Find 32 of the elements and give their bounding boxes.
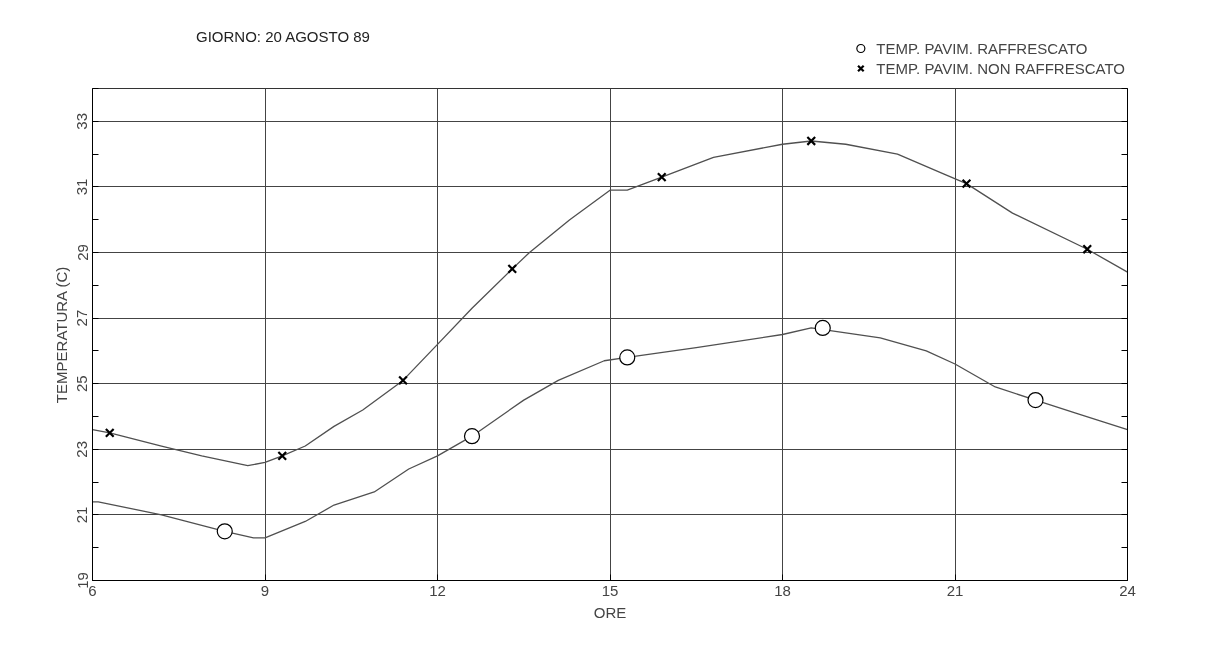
- chart-title: GIORNO: 20 AGOSTO 89: [196, 28, 370, 45]
- point: [1027, 392, 1044, 409]
- point: [1082, 244, 1093, 255]
- point: [806, 135, 817, 146]
- x-axis-title: ORE: [593, 603, 627, 621]
- x-tick-label: 21: [946, 581, 964, 599]
- legend-label: TEMP. PAVIM. NON RAFFRESCATO: [876, 58, 1125, 78]
- point: [104, 427, 115, 438]
- y-axis-title: TEMPERATURA (C): [52, 266, 70, 404]
- y-tick-label: 33: [73, 112, 91, 130]
- point: [619, 349, 636, 366]
- x-tick-label: 18: [774, 581, 791, 599]
- x-tick-label: 6: [88, 581, 97, 599]
- y-tick-label: 29: [73, 244, 91, 261]
- y-tick-label: 27: [73, 309, 91, 327]
- point: [507, 263, 518, 274]
- legend-label: TEMP. PAVIM. RAFFRESCATO: [876, 38, 1088, 58]
- y-tick-label: 31: [73, 178, 91, 196]
- point: [656, 172, 667, 183]
- x-tick-label: 12: [429, 581, 446, 599]
- x-tick-label: 24: [1119, 581, 1136, 599]
- point: [814, 319, 831, 337]
- y-tick-label: 23: [73, 440, 91, 458]
- point: [398, 375, 408, 386]
- x-tick-label: 9: [260, 581, 270, 599]
- point: [961, 178, 972, 189]
- y-tick-label: 21: [73, 506, 91, 524]
- point: [216, 523, 233, 540]
- y-tick-label: 25: [73, 375, 91, 393]
- point: [463, 428, 481, 445]
- point: [277, 450, 288, 461]
- x-tick-label: 15: [601, 581, 619, 599]
